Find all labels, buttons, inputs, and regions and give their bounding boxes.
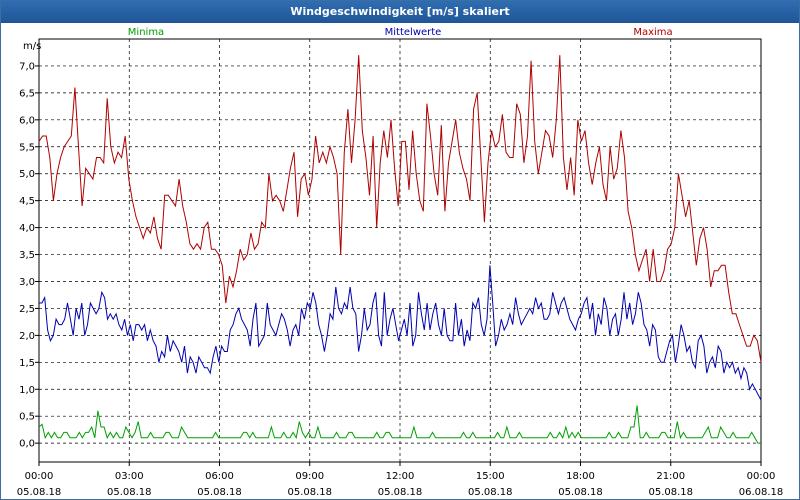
x-tick-time: 00:00 <box>25 471 54 482</box>
legend-mittelwerte: Mittelwerte <box>385 27 442 38</box>
y-tick-label: 5,0 <box>19 169 35 180</box>
x-tick-date: 05.08.18 <box>378 487 423 498</box>
y-tick-label: 5,5 <box>19 142 35 153</box>
x-tick-time: 00:00 <box>747 471 776 482</box>
x-tick-time: 18:00 <box>566 471 595 482</box>
legend-maxima: Maxima <box>633 27 672 38</box>
x-tick-date: 05.08.18 <box>107 487 152 498</box>
y-tick-label: 0,0 <box>19 439 35 450</box>
y-tick-label: 6,0 <box>19 115 35 126</box>
y-tick-label: 2,5 <box>19 304 35 315</box>
series-line-maxima <box>38 55 762 363</box>
series-line-mittelwerte <box>39 265 762 401</box>
series-line-minima <box>38 405 761 444</box>
y-tick-label: 3,0 <box>19 277 35 288</box>
y-tick-label: 0,5 <box>19 412 35 423</box>
x-tick-date: 05.08.18 <box>558 487 603 498</box>
y-tick-label: 4,0 <box>19 223 35 234</box>
y-tick-label: 7,0 <box>19 61 35 72</box>
y-axis-label: m/s <box>23 41 41 52</box>
x-tick-time: 15:00 <box>476 471 505 482</box>
x-tick-time: 06:00 <box>205 471 234 482</box>
chart-title: Windgeschwindigkeit [m/s] skaliert <box>1 1 799 23</box>
x-tick-date: 06.08.18 <box>739 487 784 498</box>
y-tick-label: 1,5 <box>19 358 35 369</box>
y-tick-label: 4,5 <box>19 196 35 207</box>
x-tick-time: 21:00 <box>656 471 685 482</box>
x-tick-date: 05.08.18 <box>197 487 242 498</box>
y-tick-label: 2,0 <box>19 331 35 342</box>
x-tick-time: 09:00 <box>295 471 324 482</box>
x-tick-date: 05.08.18 <box>648 487 693 498</box>
x-tick-date: 05.08.18 <box>287 487 332 498</box>
legend-minima: Minima <box>128 27 164 38</box>
x-tick-time: 03:00 <box>115 471 144 482</box>
x-tick-date: 05.08.18 <box>468 487 513 498</box>
y-tick-label: 1,0 <box>19 385 35 396</box>
y-tick-label: 6,5 <box>19 88 35 99</box>
y-tick-label: 3,5 <box>19 250 35 261</box>
x-tick-date: 05.08.18 <box>17 487 62 498</box>
x-tick-time: 12:00 <box>386 471 415 482</box>
